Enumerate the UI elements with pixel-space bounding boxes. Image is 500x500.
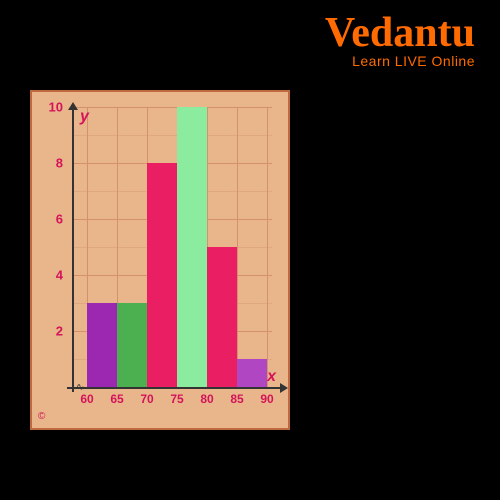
y-tick-label: 6	[56, 212, 63, 227]
x-tick-label: 70	[140, 392, 153, 406]
histogram-bar	[177, 107, 207, 387]
y-tick-label: 10	[49, 100, 63, 115]
x-axis-title: x	[267, 368, 276, 386]
histogram-chart: y x ∿ © 24681060657075808590	[30, 90, 290, 430]
histogram-bar	[147, 163, 177, 387]
y-axis	[72, 107, 74, 392]
y-tick-label: 8	[56, 156, 63, 171]
brand-logo: Vedantu Learn LIVE Online	[325, 15, 475, 69]
x-axis-arrow	[280, 383, 288, 393]
plot-area	[72, 107, 272, 387]
grid-line	[72, 107, 272, 108]
y-axis-title: y	[80, 108, 89, 126]
x-tick-label: 80	[200, 392, 213, 406]
x-tick-label: 85	[230, 392, 243, 406]
x-tick-label: 60	[80, 392, 93, 406]
grid-line	[267, 107, 268, 387]
x-tick-label: 65	[110, 392, 123, 406]
copyright-mark: ©	[38, 411, 45, 422]
y-tick-label: 2	[56, 324, 63, 339]
grid-line	[72, 135, 272, 136]
histogram-bar	[237, 359, 267, 387]
histogram-bar	[207, 247, 237, 387]
y-tick-label: 4	[56, 268, 63, 283]
histogram-bar	[87, 303, 117, 387]
x-tick-label: 75	[170, 392, 183, 406]
y-axis-arrow	[68, 102, 78, 110]
logo-text: Vedantu	[325, 15, 475, 53]
grid-line	[237, 107, 238, 387]
histogram-bar	[117, 303, 147, 387]
x-axis	[67, 387, 282, 389]
x-tick-label: 90	[260, 392, 273, 406]
